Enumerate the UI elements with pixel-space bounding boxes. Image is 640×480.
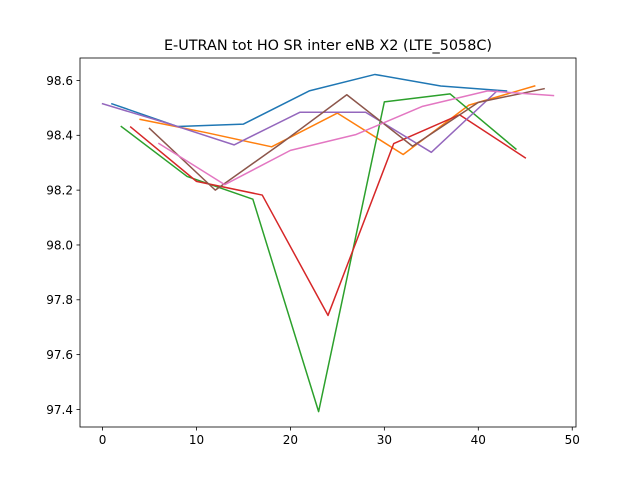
series-line-4 xyxy=(129,114,527,317)
series-line-2 xyxy=(139,85,536,156)
y-tick-label: 97.8 xyxy=(46,293,73,307)
x-tick-label: 40 xyxy=(471,433,486,447)
x-tick-label: 50 xyxy=(565,433,580,447)
plot-frame xyxy=(79,57,577,428)
y-tick-label: 97.6 xyxy=(46,348,73,362)
x-tick-label: 30 xyxy=(377,433,392,447)
chart-title: E-UTRAN tot HO SR inter eNB X2 (LTE_5058… xyxy=(164,38,492,54)
y-axis: 97.4 97.6 97.8 98.0 98.2 98.4 98.6 xyxy=(46,74,80,417)
x-tick-label: 20 xyxy=(283,433,298,447)
x-tick-label: 0 xyxy=(99,433,107,447)
x-tick-label: 10 xyxy=(189,433,204,447)
x-axis: 0 10 20 30 40 50 xyxy=(99,427,580,447)
y-tick-label: 98.0 xyxy=(46,238,73,252)
series-layer xyxy=(101,73,555,413)
y-tick-label: 97.4 xyxy=(46,403,73,417)
y-tick-label: 98.2 xyxy=(46,183,73,197)
y-tick-label: 98.6 xyxy=(46,74,73,88)
series-line-3 xyxy=(120,93,517,413)
series-line-7 xyxy=(157,90,555,186)
series-line-6 xyxy=(148,87,545,191)
series-line-5 xyxy=(101,89,499,154)
y-tick-label: 98.4 xyxy=(46,129,73,143)
